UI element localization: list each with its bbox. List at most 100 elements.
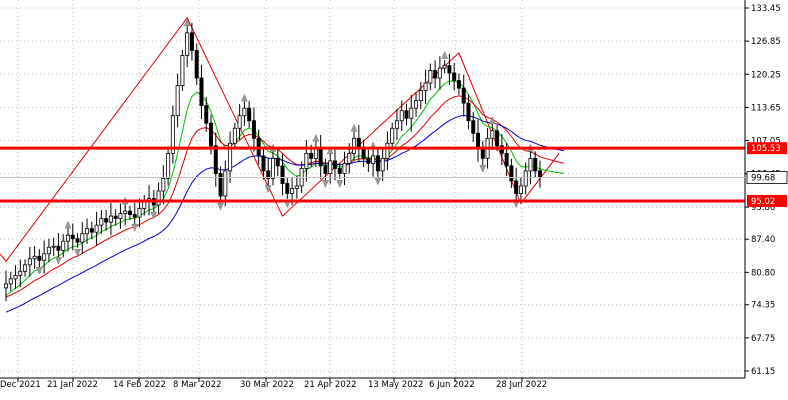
price-tick-label: 133.45: [751, 4, 781, 14]
fractal-down-marker: [74, 248, 81, 257]
candle-bear: [204, 105, 209, 124]
price-tick-label: 107.05: [751, 137, 781, 147]
candle-bear: [337, 168, 342, 174]
candle-bull: [18, 270, 23, 276]
fractal-up-marker: [64, 220, 72, 229]
time-axis[interactable]: Dec 2021 21 Jan 2022 14 Feb 2022 8 Mar 2022…: [0, 378, 547, 390]
price-tick-label: 113.65: [751, 103, 781, 113]
candle-bear: [318, 147, 323, 167]
candle-bull: [290, 188, 295, 194]
candle-bull: [99, 218, 104, 226]
candle-bear: [70, 234, 75, 240]
price-tick-label: 61.15: [751, 367, 775, 377]
candle-bear: [480, 147, 485, 159]
fractal-down-marker: [150, 211, 158, 220]
candle-bear: [476, 132, 481, 149]
candle-bull: [228, 142, 233, 172]
candle-bear: [275, 157, 280, 167]
candle-bear: [104, 218, 109, 223]
price-tick-label: 67.75: [751, 334, 775, 344]
fractal-down-marker: [322, 180, 329, 189]
chart-grid: [0, 0, 745, 378]
candle-bull: [27, 258, 32, 266]
candle-bear: [366, 157, 371, 164]
candle-bull: [380, 157, 385, 172]
candle-bull: [175, 85, 180, 117]
fractal-up-marker: [183, 18, 191, 27]
candle-bear: [75, 238, 80, 243]
candle-bull: [46, 246, 51, 255]
candle-bull: [23, 264, 28, 272]
candle-bear: [447, 65, 452, 74]
fractal-up-marker: [312, 133, 320, 142]
fractal-up-marker: [350, 123, 358, 132]
candle-bull: [347, 152, 352, 164]
candle-bull: [80, 233, 85, 243]
candle-bull: [51, 245, 56, 248]
candle-bear: [56, 245, 61, 251]
candle-bear: [433, 70, 438, 79]
current-price-flag: [746, 171, 788, 184]
candle-bull: [437, 67, 442, 79]
candle-bull: [237, 115, 242, 129]
candle-bull: [385, 142, 390, 159]
candle-bull: [442, 65, 447, 69]
horizontal-levels[interactable]: [0, 146, 745, 203]
candle-bull: [270, 157, 275, 179]
candle-bull: [61, 240, 66, 251]
price-tick-label: 74.35: [751, 301, 775, 311]
fractal-up-marker: [326, 146, 334, 155]
candle-bull: [328, 160, 333, 174]
fractal-up-marker: [441, 50, 449, 59]
candle-bear: [323, 165, 328, 174]
zigzag-line: [0, 16, 560, 263]
candle-bear: [361, 147, 366, 159]
fractal-down-marker: [131, 223, 139, 232]
candle-bull: [32, 255, 37, 260]
level-flag-label: 95.02: [751, 197, 775, 207]
zigzag-indicator: [0, 16, 560, 263]
candle-bull: [304, 152, 309, 169]
fractal-up-marker: [488, 116, 496, 125]
candle-bull: [156, 190, 161, 206]
candle-bear: [452, 72, 457, 81]
fractal-down-marker: [35, 267, 43, 275]
candle-bear: [509, 165, 514, 182]
candle-bear: [504, 152, 509, 167]
candle-bear: [89, 228, 94, 233]
price-flags: 105.53 95.02 99.68: [0, 142, 788, 207]
fractal-down-marker: [479, 165, 487, 174]
candle-bear: [495, 130, 500, 147]
candle-bear: [213, 145, 218, 174]
candle-bull: [414, 100, 419, 109]
candle-bear: [285, 183, 290, 194]
fractal-down-marker: [217, 202, 224, 211]
candle-bear: [375, 155, 380, 172]
candle-bull: [123, 210, 128, 214]
candle-bear: [37, 255, 42, 261]
price-tick-label: 120.25: [751, 70, 781, 80]
price-tick-label: 93.80: [751, 203, 775, 213]
candle-bull: [528, 157, 533, 172]
candle-bull: [371, 155, 376, 164]
date-tick-label: 14 Feb 2022: [113, 380, 166, 390]
candle-bull: [390, 127, 395, 144]
candle-bull: [108, 215, 113, 223]
fractal-down-marker: [264, 185, 272, 194]
date-tick-label: 28 Jun 2022: [496, 380, 547, 390]
candle-bull: [65, 234, 70, 242]
date-tick-label: 21 Jan 2022: [47, 380, 98, 390]
candle-bear: [132, 214, 137, 218]
candle-bull: [118, 213, 123, 220]
candle-bear: [280, 165, 285, 184]
current-price-label: 99.68: [751, 174, 775, 184]
candle-bear: [113, 215, 118, 220]
candle-bear: [218, 173, 223, 197]
candle-bull: [170, 115, 175, 154]
candle-bull: [8, 278, 13, 285]
candle-bull: [161, 178, 166, 192]
date-tick-label: 6 Jun 2022: [429, 380, 475, 390]
candle-bull: [13, 274, 18, 280]
level-flag-label: 105.53: [751, 144, 781, 154]
